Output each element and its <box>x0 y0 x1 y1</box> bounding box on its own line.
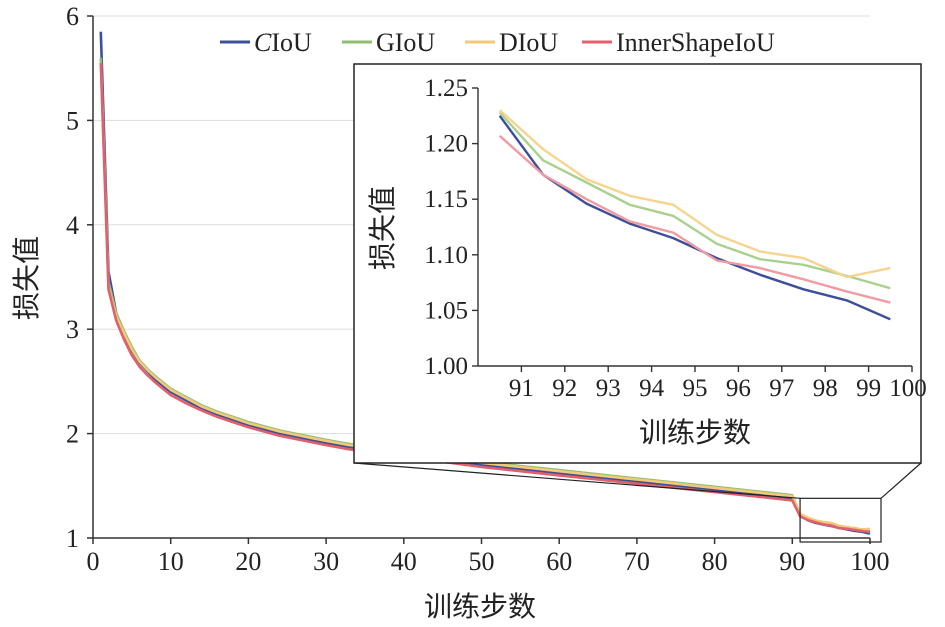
y-tick-label: 4 <box>66 211 79 240</box>
inset-x-tick-label: 94 <box>639 375 665 402</box>
inset-y-tick-label: 1.15 <box>424 186 468 213</box>
inset-y-tick-label: 1.25 <box>424 75 468 102</box>
y-tick-label: 6 <box>66 2 79 31</box>
x-tick-label: 20 <box>235 547 261 576</box>
inset-x-tick-label: 97 <box>769 375 794 402</box>
zoom-connector-right <box>880 462 922 499</box>
legend-label: InnerShapeIoU <box>616 28 775 57</box>
inset-series-line-giou <box>498 111 891 290</box>
zoom-box <box>799 497 882 543</box>
inset-x-tick-label: 99 <box>856 375 881 402</box>
zoom-connector-left <box>353 462 801 499</box>
inset-series-line-innershapeiou <box>498 134 891 304</box>
legend-label: GIoU <box>376 28 435 57</box>
inset-x-tick-label: 91 <box>509 375 534 402</box>
y-tick-label: 1 <box>66 524 79 553</box>
inset-y-axis-title: 损失值 <box>366 186 399 270</box>
inset-x-tick-label: 96 <box>726 375 751 402</box>
zoom-indicator <box>353 63 922 543</box>
x-tick-label: 0 <box>87 547 100 576</box>
inset-x-tick-label: 95 <box>683 375 708 402</box>
x-tick-label: 30 <box>313 547 339 576</box>
x-tick-label: 80 <box>702 547 728 576</box>
inset-x-tick-label: 93 <box>596 375 621 402</box>
inset-chart: 1.00 1.05 1.10 1.15 1.20 1.25 91 92 93 94 95 96 97 98… <box>366 75 927 449</box>
inset-series-line-ciou <box>498 115 891 321</box>
x-tick-label: 10 <box>158 547 184 576</box>
inset-y-tick-label: 1.05 <box>424 297 468 324</box>
inset-x-tick-label: 98 <box>813 375 838 402</box>
inset-x-tick-label: 100 <box>889 375 927 402</box>
inset-y-tick-label: 1.10 <box>424 242 468 269</box>
y-tick-label: 3 <box>66 315 79 344</box>
inset-x-axis-title: 训练步数 <box>639 416 751 449</box>
legend-label: DIoU <box>499 28 558 57</box>
inset-y-tick-label: 1.20 <box>424 131 468 158</box>
y-tick-label: 5 <box>66 106 79 135</box>
y-axis-title: 损失值 <box>10 236 43 320</box>
inset-frame <box>353 63 922 464</box>
x-tick-label: 40 <box>391 547 417 576</box>
legend-label: CIoU <box>254 28 312 57</box>
inset-x-tick-label: 92 <box>552 375 577 402</box>
y-tick-label: 2 <box>66 420 79 449</box>
inset-series-line-diou <box>498 109 891 279</box>
x-tick-label: 70 <box>624 547 650 576</box>
legend: CIoU GIoU DIoU InnerShapeIoU <box>220 28 775 57</box>
x-axis-title: 训练步数 <box>424 590 536 623</box>
inset-y-tick-label: 1.00 <box>424 353 468 380</box>
x-tick-label: 90 <box>779 547 805 576</box>
x-tick-label: 60 <box>546 547 572 576</box>
x-tick-label: 100 <box>851 547 890 576</box>
x-tick-label: 50 <box>469 547 495 576</box>
